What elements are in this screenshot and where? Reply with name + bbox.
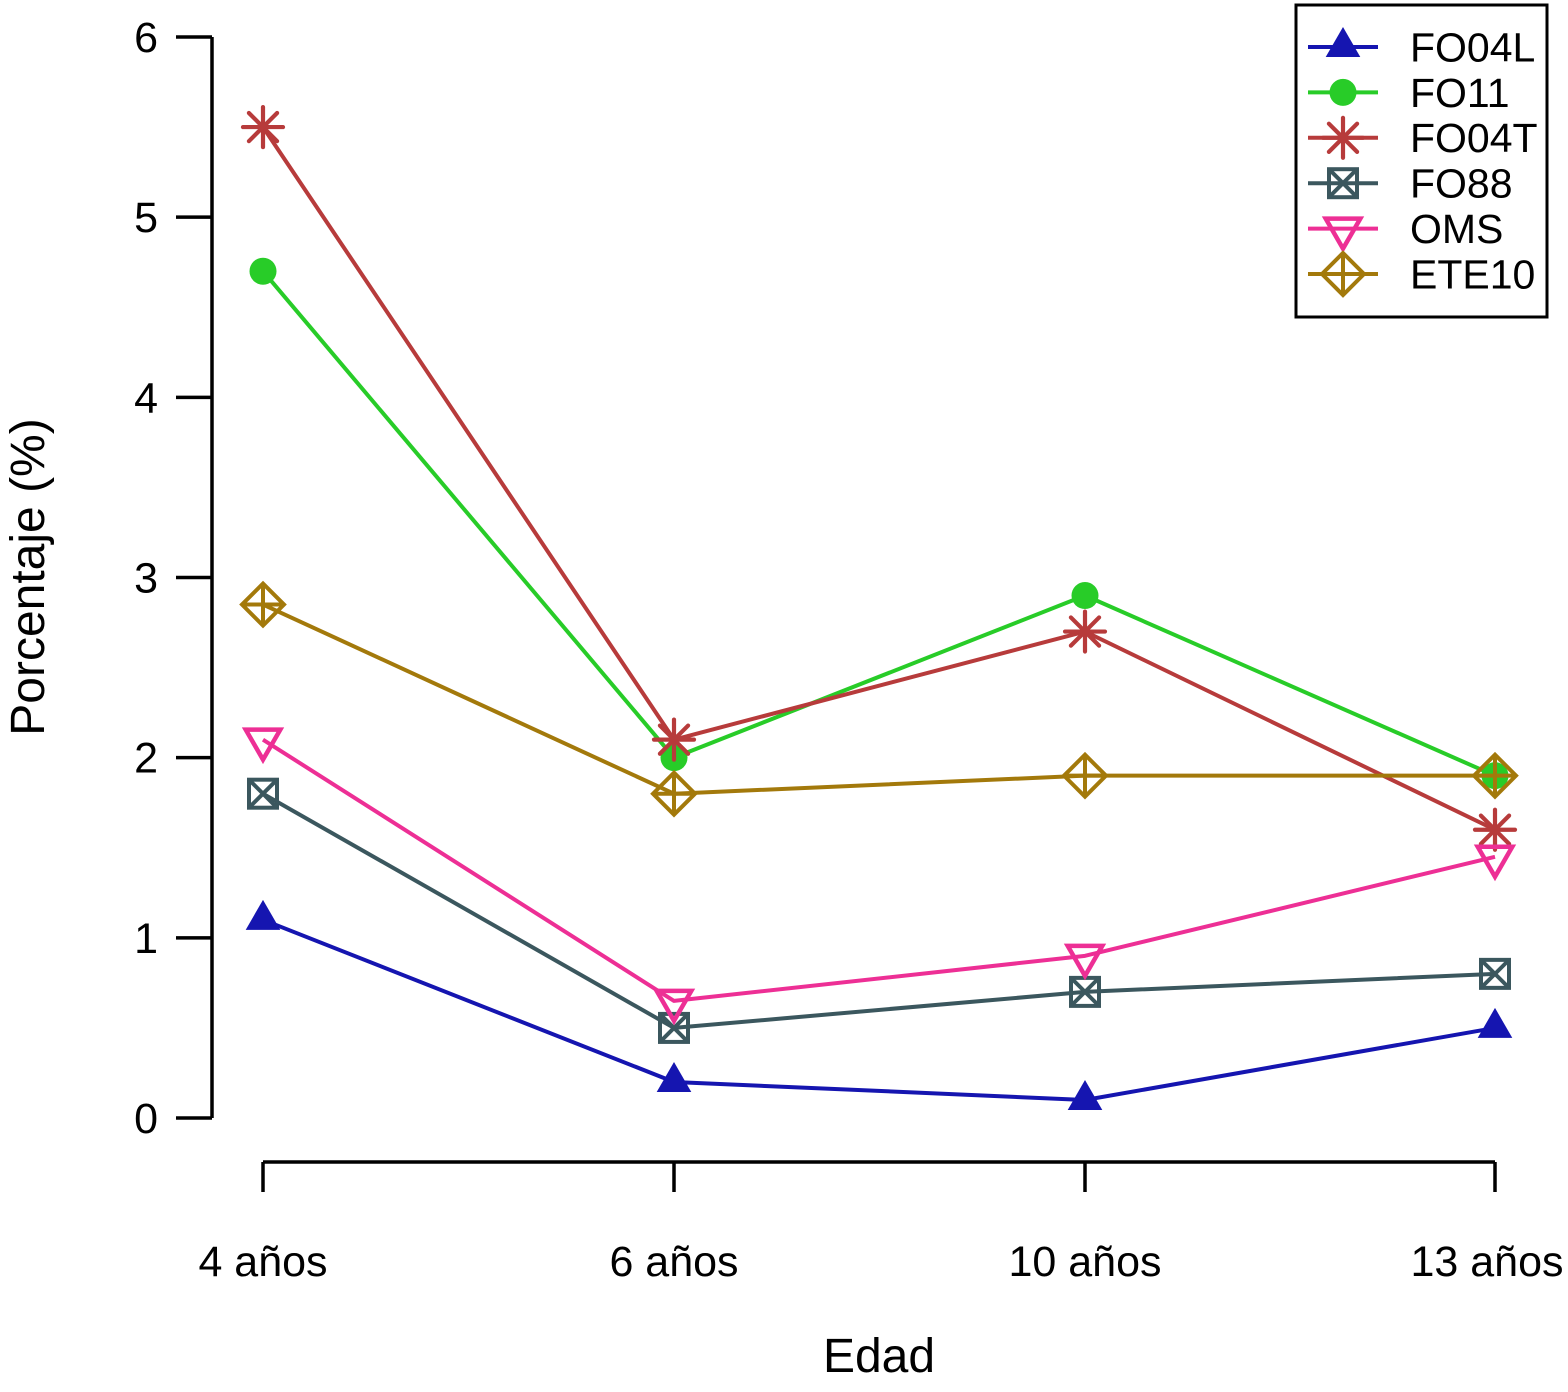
marker-FO88-0 [247,778,279,810]
series-line-OMS [261,737,1496,1003]
x-tick-label: 13 años [1410,1238,1563,1286]
series-line-FO88 [262,791,1496,1030]
marker-OMS-1 [652,988,696,1026]
legend-marker-FO04T [1326,121,1360,154]
y-tick-label: 3 [134,555,158,603]
legend-marker-FO04L [1325,27,1361,57]
marker-FO04L-2 [1067,1079,1103,1110]
y-tick-label: 6 [134,14,158,62]
marker-OMS-0 [241,727,285,765]
marker-FO88-3 [1479,958,1511,990]
marker-OMS-2 [1063,943,1107,981]
marker-FO04L-3 [1477,1007,1513,1038]
x-tick-label: 6 años [609,1238,738,1286]
legend-label-FO04T: FO04T [1410,115,1538,161]
series-layer [239,104,1519,1110]
y-tick-label: 2 [134,735,158,783]
legend-label-ETE10: ETE10 [1410,251,1535,297]
x-tick-label: 10 años [1008,1238,1161,1286]
marker-FO04T-0 [246,110,280,144]
legend-label-FO04L: FO04L [1410,24,1535,70]
legend-marker-FO88 [1327,167,1359,199]
y-tick-label: 4 [134,374,158,422]
legend-label-FO11: FO11 [1410,70,1510,116]
axes-layer: 0 1 2 3 4 5 6 4 años 6 años 10 años 13 años [134,14,1563,1286]
series-line-FO04L [262,917,1496,1102]
legend-label-OMS: OMS [1410,206,1503,252]
marker-FO11-2 [1071,582,1099,610]
marker-FO88-2 [1069,976,1101,1008]
marker-FO04L-0 [245,899,281,930]
marker-FO04T-1 [657,723,691,756]
legend-marker-OMS [1321,216,1365,254]
y-axis-title: Porcentaje (%) [2,418,55,735]
x-tick-label: 4 años [198,1238,327,1286]
marker-FO04L-1 [656,1061,692,1092]
marker-FO11-0 [249,257,277,285]
series-line-FO04T [261,125,1496,832]
y-tick-label: 5 [134,194,158,242]
legend-marker-FO88 [1327,167,1359,200]
marker-FO04T-2 [1068,615,1102,648]
marker-OMS-3 [1473,844,1517,882]
x-axis-title: Edad [823,1330,935,1383]
y-tick-label: 0 [134,1095,158,1143]
series-line-ETE10 [262,602,1495,796]
legend-marker-FO11 [1329,78,1357,106]
marker-FO88-1 [658,1011,690,1044]
y-tick-label: 1 [134,915,158,963]
series-line-FO11 [261,269,1496,778]
marker-FO88-1 [658,1012,690,1044]
marker-FO04T-3 [1478,813,1512,846]
marker-FO88-3 [1479,957,1511,990]
legend-label-FO88: FO88 [1410,161,1513,207]
marker-FO88-0 [247,777,279,810]
